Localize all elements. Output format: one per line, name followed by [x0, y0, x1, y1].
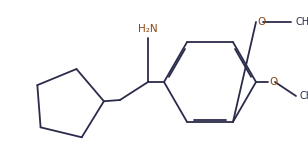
Text: CH₃: CH₃ [300, 91, 308, 101]
Text: H₂N: H₂N [138, 24, 158, 34]
Text: O: O [269, 77, 277, 87]
Text: O: O [257, 17, 265, 27]
Text: CH₃: CH₃ [295, 17, 308, 27]
